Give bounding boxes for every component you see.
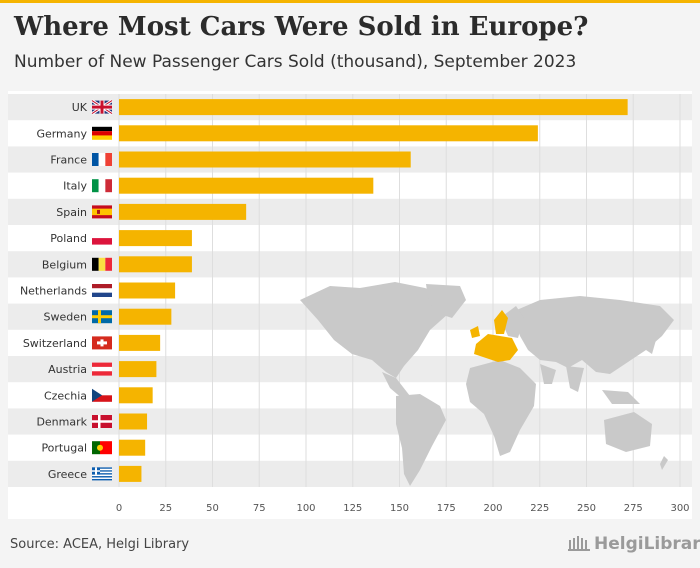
sweden-flag-icon xyxy=(92,310,112,324)
x-tick-label: 300 xyxy=(670,503,689,514)
x-tick-label: 50 xyxy=(206,503,219,514)
europe-highlight xyxy=(470,310,518,362)
category-label: Portugal xyxy=(41,442,87,455)
category-label: Poland xyxy=(50,232,87,245)
poland-flag-icon xyxy=(92,231,112,245)
uk-flag-icon xyxy=(91,99,113,115)
bar-greece xyxy=(119,465,142,482)
category-label: UK xyxy=(72,101,88,114)
category-label: Germany xyxy=(36,127,87,140)
bar-austria xyxy=(119,361,157,378)
category-label: Greece xyxy=(48,468,87,481)
x-tick-label: 125 xyxy=(343,503,362,514)
category-label: Italy xyxy=(63,180,87,193)
x-tick-label: 200 xyxy=(483,503,502,514)
category-labels: UK Germany France Italy Spain Poland Belgium Ne… xyxy=(20,101,88,481)
bar-uk xyxy=(119,99,628,116)
france-flag-icon xyxy=(92,153,112,166)
category-label: Spain xyxy=(56,206,87,219)
bar-italy xyxy=(119,177,374,194)
category-label: Czechia xyxy=(44,389,87,402)
category-label: Denmark xyxy=(36,416,87,429)
x-tick-label: 100 xyxy=(296,503,315,514)
italy-flag-icon xyxy=(92,179,112,193)
bar-czechia xyxy=(119,387,153,404)
greece-flag-icon xyxy=(92,467,112,481)
bar-switzerland xyxy=(119,334,161,351)
category-label: Sweden xyxy=(44,311,87,324)
bar-belgium xyxy=(119,256,192,273)
x-tick-label: 25 xyxy=(159,503,172,514)
belgium-flag-icon xyxy=(92,257,112,271)
switzerland-flag-icon xyxy=(92,336,112,350)
bar-germany xyxy=(119,125,538,142)
x-tick-label: 175 xyxy=(437,503,456,514)
x-tick-label: 225 xyxy=(530,503,549,514)
czechia-flag-icon xyxy=(92,388,112,402)
library-icon xyxy=(568,536,590,551)
portugal-flag-icon xyxy=(92,441,112,455)
world-map-background xyxy=(300,282,674,486)
flags xyxy=(91,99,113,481)
netherlands-flag-icon xyxy=(92,284,112,297)
x-tick-label: 0 xyxy=(116,503,122,514)
bar-netherlands xyxy=(119,282,176,299)
x-tick-label: 150 xyxy=(390,503,409,514)
bar-poland xyxy=(119,230,192,247)
category-label: France xyxy=(50,154,87,167)
bar-sweden xyxy=(119,308,172,325)
bars xyxy=(119,99,628,482)
category-label: Netherlands xyxy=(20,285,87,298)
source-note: Source: ACEA, Helgi Library xyxy=(10,537,190,552)
bar-denmark xyxy=(119,413,148,430)
x-tick-label: 75 xyxy=(253,503,266,514)
bar-portugal xyxy=(119,439,146,456)
spain-flag-icon xyxy=(92,205,112,219)
accent-bar xyxy=(0,0,700,3)
bar-france xyxy=(119,151,411,168)
x-tick-label: 275 xyxy=(624,503,643,514)
chart-title: Where Most Cars Were Sold in Europe? xyxy=(14,12,589,42)
category-label: Switzerland xyxy=(23,337,87,350)
denmark-flag-icon xyxy=(92,415,112,428)
austria-flag-icon xyxy=(92,362,112,376)
chart-subtitle: Number of New Passenger Cars Sold (thous… xyxy=(14,52,577,72)
x-tick-labels: 0 25 50 75 100 125 150 175 200 225 250 275 300 xyxy=(116,503,690,514)
x-tick-label: 250 xyxy=(577,503,596,514)
category-label: Austria xyxy=(48,363,87,376)
category-label: Belgium xyxy=(42,258,87,271)
bar-spain xyxy=(119,203,247,220)
germany-flag-icon xyxy=(92,126,112,140)
